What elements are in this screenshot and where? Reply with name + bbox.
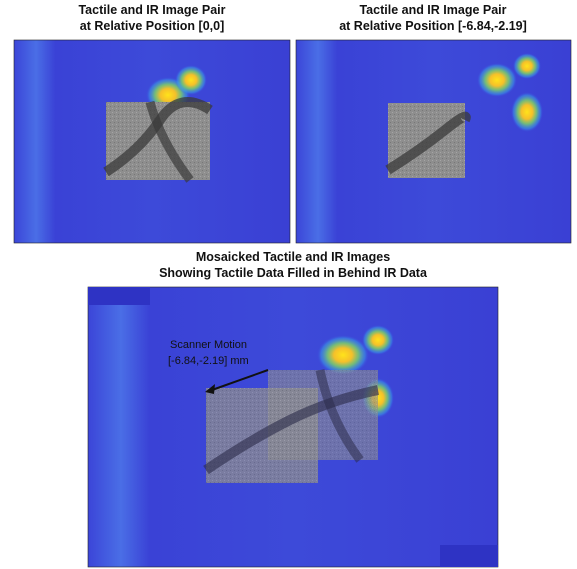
panel-title: Tactile and IR Image Pair	[359, 3, 506, 17]
annotation: [-6.84,-2.19] mm	[168, 355, 249, 367]
panel-title: Mosaicked Tactile and IR Images	[196, 250, 390, 264]
panel-title: Tactile and IR Image Pair	[78, 3, 225, 17]
panel-title: Showing Tactile Data Filled in Behind IR…	[159, 266, 428, 280]
figure: Tactile and IR Image Pair at Relative Po…	[0, 0, 577, 569]
panel-2: Tactile and IR Image Pair at Relative Po…	[296, 3, 571, 243]
annotation: Scanner Motion	[170, 339, 247, 351]
panel-title: at Relative Position [0,0]	[80, 19, 224, 33]
panel-3: Mosaicked Tactile and IR Images Showing …	[88, 250, 498, 567]
panel-1: Tactile and IR Image Pair at Relative Po…	[14, 3, 290, 243]
panel-title: at Relative Position [-6.84,-2.19]	[339, 19, 527, 33]
